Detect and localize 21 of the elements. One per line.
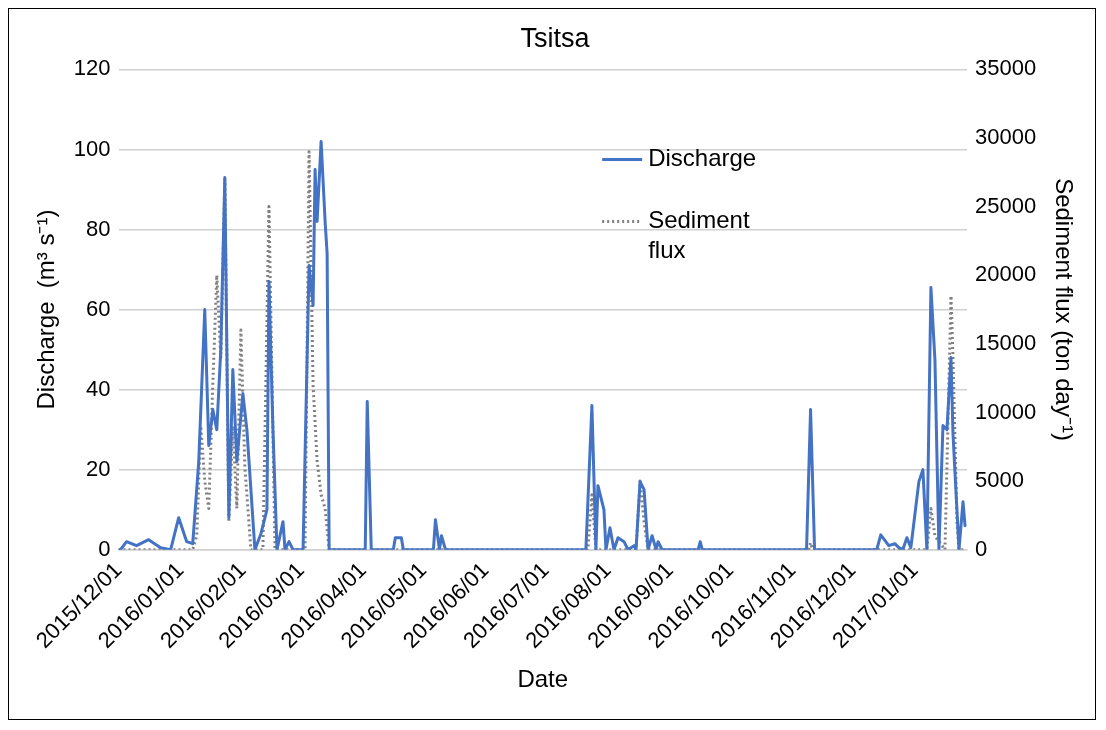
legend-label: Sediment flux	[648, 206, 750, 264]
y2-tick-label: 30000	[975, 124, 1037, 150]
y2-tick-label: 5000	[975, 467, 1024, 493]
y-tick-label: 80	[86, 215, 111, 241]
y2-axis-title: Sediment flux (ton day⁻¹)	[1050, 178, 1078, 441]
y2-tick-label: 10000	[975, 398, 1037, 424]
y2-tick-label: 0	[975, 535, 988, 561]
y-tick-label: 60	[86, 295, 111, 321]
legend-label: Discharge	[648, 144, 757, 172]
y-tick-label: 100	[73, 135, 111, 161]
y-axis-title: Discharge (m³ s⁻¹)	[32, 209, 60, 410]
y-tick-label: 120	[73, 55, 111, 81]
chart-title: Tsitsa	[520, 22, 591, 53]
y2-tick-label: 15000	[975, 329, 1037, 355]
y2-tick-label: 20000	[975, 261, 1037, 287]
y-tick-label: 40	[86, 375, 111, 401]
y-tick-label: 20	[86, 455, 111, 481]
x-axis-title: Date	[517, 665, 569, 693]
y-tick-label: 0	[98, 535, 111, 561]
y2-tick-label: 35000	[975, 55, 1037, 81]
y2-tick-label: 25000	[975, 192, 1037, 218]
